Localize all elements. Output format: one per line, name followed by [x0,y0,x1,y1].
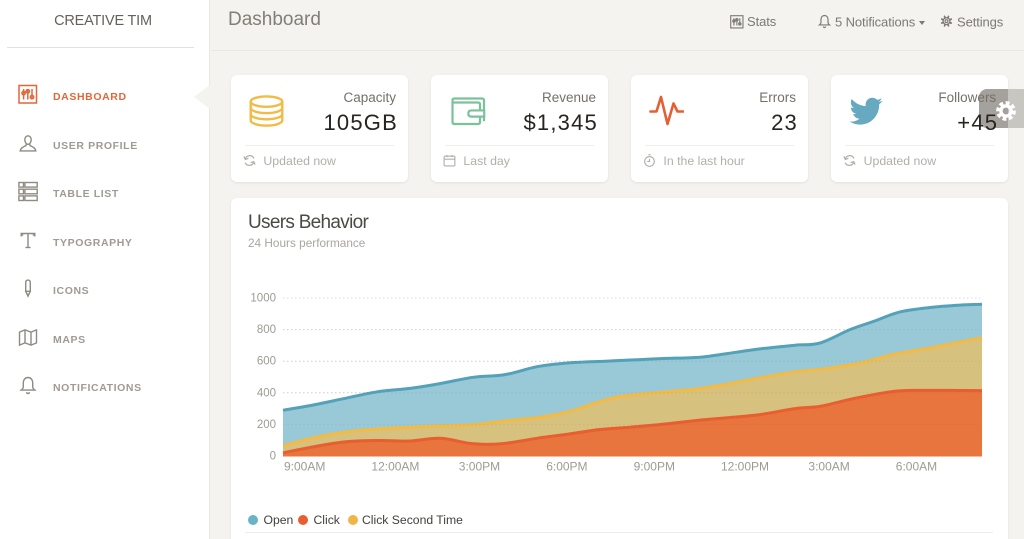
svg-text:1000: 1000 [250,293,276,305]
svg-text:9:00PM: 9:00PM [634,460,675,474]
svg-text:9:00AM: 9:00AM [284,460,325,474]
svg-text:12:00AM: 12:00AM [371,460,419,474]
svg-text:600: 600 [257,356,276,368]
svg-text:800: 800 [257,324,276,336]
svg-text:6:00AM: 6:00AM [896,460,937,474]
svg-text:3:00PM: 3:00PM [459,460,500,474]
svg-text:12:00PM: 12:00PM [721,460,769,474]
svg-text:3:00AM: 3:00AM [808,460,849,474]
svg-text:400: 400 [257,387,276,399]
svg-text:0: 0 [270,451,276,463]
svg-text:200: 200 [257,419,276,431]
svg-text:6:00PM: 6:00PM [546,460,587,474]
